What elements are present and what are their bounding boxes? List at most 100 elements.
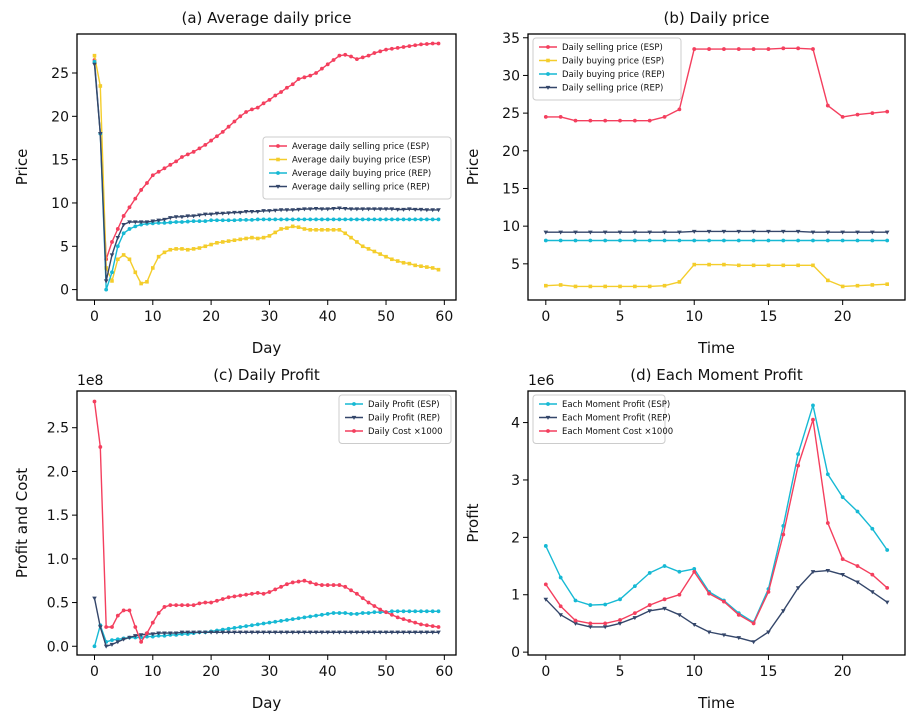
data-point	[232, 594, 237, 599]
x-tick-label: 0	[541, 309, 550, 325]
data-point	[825, 472, 830, 477]
series-d-2	[543, 417, 890, 626]
data-point	[825, 230, 831, 235]
data-point	[313, 630, 319, 635]
data-point	[319, 583, 324, 587]
data-point	[168, 162, 173, 167]
data-point	[384, 254, 388, 259]
data-point	[250, 107, 254, 112]
data-point	[121, 231, 126, 236]
plot-frame	[76, 390, 457, 656]
data-point	[209, 138, 214, 143]
data-point	[133, 220, 138, 225]
data-point	[870, 572, 875, 577]
data-point	[244, 110, 248, 114]
data-point	[296, 630, 301, 635]
data-point	[278, 630, 284, 635]
y-tick-label: 25	[51, 66, 69, 82]
data-point	[360, 596, 365, 601]
data-point	[588, 230, 593, 235]
legend-entry: Average daily selling price (REP)	[269, 183, 430, 193]
x-tick-label: 10	[144, 664, 162, 680]
data-point	[618, 238, 622, 243]
data-point	[707, 238, 711, 243]
data-point	[232, 218, 237, 223]
data-point	[162, 220, 167, 225]
data-point	[325, 228, 330, 232]
data-point	[162, 633, 167, 638]
legend-marker	[352, 429, 356, 433]
data-point	[331, 611, 336, 615]
y-tick-label: 0	[511, 645, 520, 661]
x-tick-label: 15	[760, 664, 778, 680]
data-point	[617, 621, 623, 626]
data-point	[314, 217, 318, 222]
data-point	[430, 266, 435, 270]
x-axis-label: Day	[252, 694, 282, 712]
data-point	[401, 260, 406, 265]
data-point	[603, 118, 608, 123]
data-point	[543, 544, 548, 548]
data-point	[314, 228, 318, 232]
data-point	[413, 609, 418, 614]
series-line	[545, 419, 888, 625]
data-point	[662, 597, 667, 602]
data-point	[707, 591, 711, 596]
data-point	[296, 579, 301, 584]
data-point	[325, 583, 330, 587]
data-point	[104, 287, 109, 292]
axis-offset-label: 1e8	[77, 373, 103, 389]
data-point	[706, 630, 712, 635]
data-point	[250, 623, 254, 628]
data-point	[706, 229, 712, 234]
legend-label: Daily buying price (REP)	[562, 70, 665, 80]
series-b-3	[543, 229, 890, 235]
data-point	[372, 207, 377, 212]
data-point	[255, 236, 260, 241]
data-point	[156, 254, 161, 259]
data-point	[279, 90, 283, 94]
x-tick-label: 0	[90, 309, 99, 325]
data-point	[401, 217, 406, 222]
chart-panel-c: (c) Daily Profit 0 10 20 30 40 50 60 0.0 0.5 1.0 1.…	[13, 366, 457, 712]
data-point	[632, 611, 637, 616]
data-point	[308, 217, 313, 222]
legend-label: Daily Cost ×1000	[368, 427, 443, 437]
data-point	[302, 615, 307, 620]
legend-marker	[546, 45, 550, 49]
data-point	[121, 253, 126, 257]
data-point	[384, 47, 388, 52]
data-point	[366, 247, 371, 251]
data-point	[354, 217, 359, 222]
legend: Daily Profit (ESP) Daily Profit (REP) Dail…	[338, 394, 452, 444]
data-point	[870, 590, 875, 595]
data-point	[707, 262, 711, 267]
series-c-2	[92, 399, 441, 644]
data-point	[633, 284, 637, 289]
data-point	[389, 217, 394, 222]
data-point	[98, 84, 103, 88]
data-point	[215, 134, 219, 139]
data-point	[343, 231, 348, 236]
data-point	[677, 280, 682, 284]
data-point	[372, 604, 377, 608]
y-tick-label: 5	[60, 239, 69, 255]
data-point	[173, 631, 179, 636]
y-tick-label: 10	[502, 219, 520, 235]
data-point	[766, 589, 771, 594]
data-point	[425, 265, 429, 269]
data-point	[191, 630, 196, 635]
data-point	[220, 218, 225, 223]
data-point	[647, 284, 652, 289]
legend-marker	[352, 402, 356, 406]
data-point	[109, 642, 115, 647]
x-tick-label: 0	[541, 664, 550, 680]
data-point	[825, 569, 831, 574]
x-axis-label: Time	[697, 694, 735, 712]
x-tick-label: 20	[834, 309, 852, 325]
data-point	[722, 262, 726, 267]
data-point	[389, 630, 395, 635]
data-point	[360, 244, 365, 249]
data-point	[202, 212, 208, 217]
